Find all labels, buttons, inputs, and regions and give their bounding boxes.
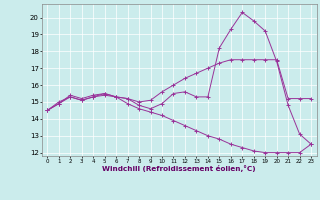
X-axis label: Windchill (Refroidissement éolien,°C): Windchill (Refroidissement éolien,°C) xyxy=(102,165,256,172)
